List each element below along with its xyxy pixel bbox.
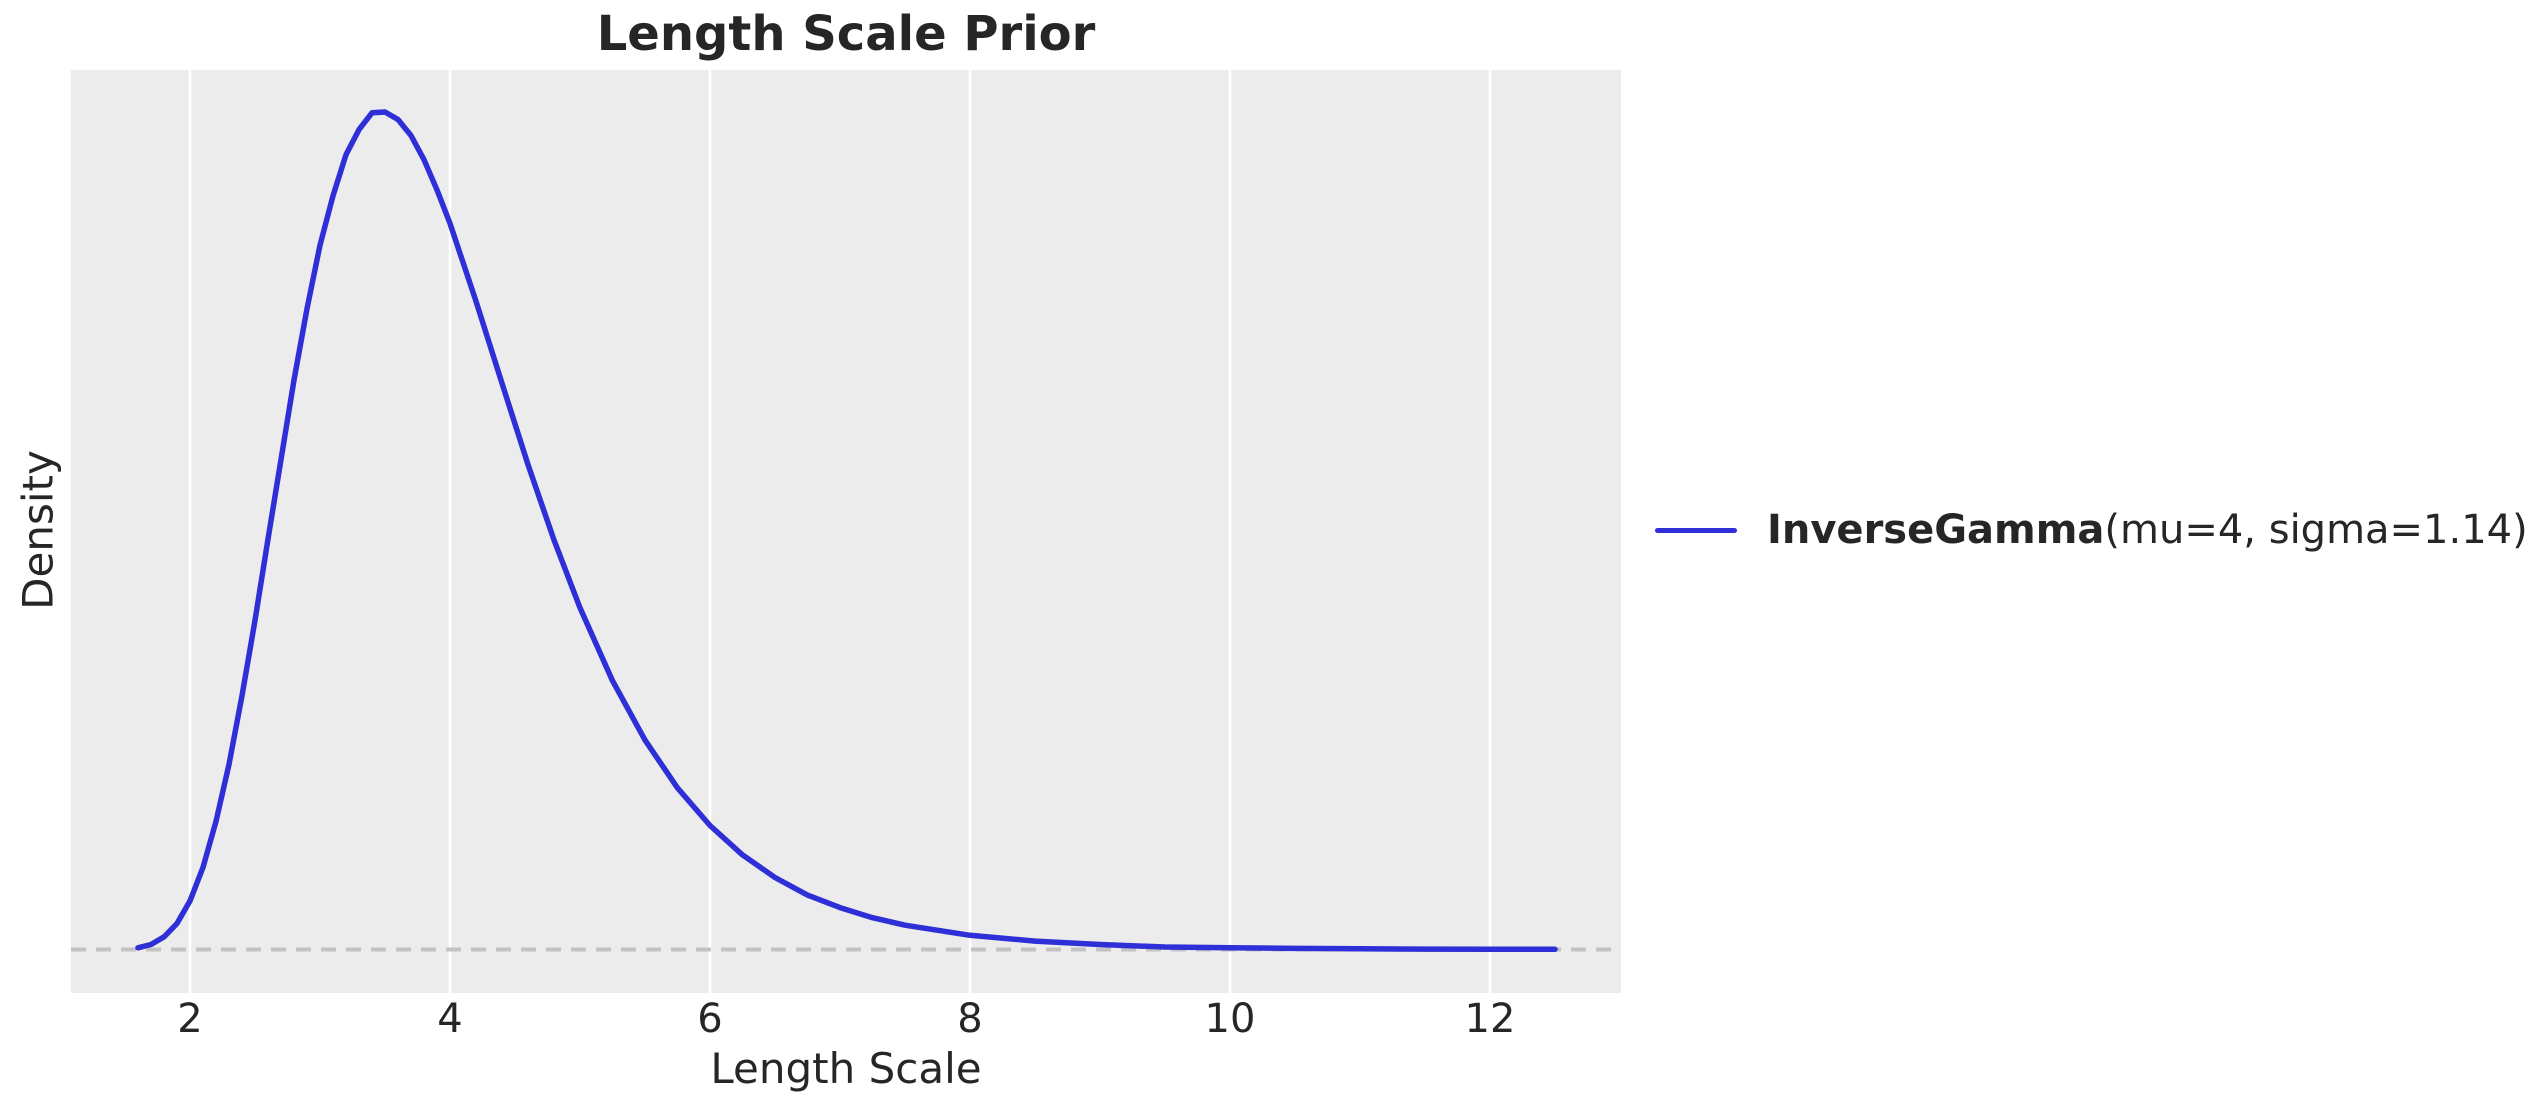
legend: InverseGamma(mu=4, sigma=1.14)	[1655, 507, 2528, 553]
plot-area	[71, 70, 1621, 993]
x-tick-label-6: 6	[697, 996, 723, 1042]
x-tick-label-2: 2	[177, 996, 203, 1042]
plot-svg	[71, 70, 1621, 993]
x-tick-label-4: 4	[437, 996, 463, 1042]
x-tick-label-8: 8	[957, 996, 983, 1042]
legend-label-distribution: InverseGamma	[1767, 507, 2105, 553]
x-tick-label-12: 12	[1464, 996, 1516, 1042]
x-tick-label-10: 10	[1204, 996, 1256, 1042]
chart-title: Length Scale Prior	[596, 6, 1096, 62]
legend-label-params: (mu=4, sigma=1.14)	[2104, 507, 2528, 553]
legend-label: InverseGamma(mu=4, sigma=1.14)	[1767, 507, 2528, 553]
x-axis-label: Length Scale	[710, 1044, 982, 1093]
legend-line-swatch	[1655, 527, 1737, 533]
y-axis-label: Density	[13, 450, 63, 610]
